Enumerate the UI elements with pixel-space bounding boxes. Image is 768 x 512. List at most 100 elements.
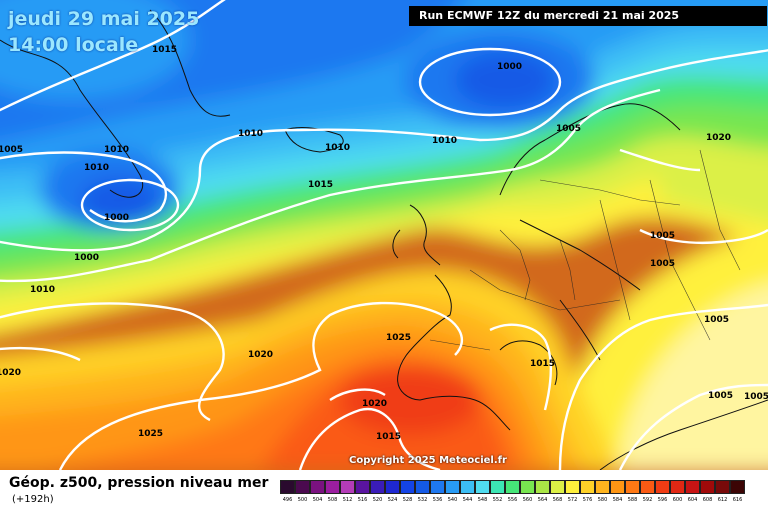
- copyright-notice: Copyright 2025 Meteociel.fr: [349, 455, 507, 466]
- color-scale-legend: 496 500 504 508 512 516 520 524 528 532 536 540 544 5…: [280, 480, 746, 505]
- legend-value: 608: [702, 497, 713, 503]
- legend-value: 508: [327, 497, 338, 503]
- legend-value: 580: [597, 497, 608, 503]
- legend-swatch: [580, 480, 595, 494]
- legend-swatch: [325, 480, 340, 494]
- model-run-label: Run ECMWF 12Z du mercredi 21 mai 2025: [409, 6, 767, 26]
- legend-swatch: [505, 480, 520, 494]
- legend-swatch: [610, 480, 625, 494]
- field-title: Géop. z500, pression niveau mer: [9, 475, 269, 491]
- legend-value: 532: [417, 497, 428, 503]
- isobar-label: 1005: [708, 391, 733, 401]
- legend-swatch: [370, 480, 385, 494]
- isobar-label: 1005: [650, 231, 675, 241]
- legend-swatch: [655, 480, 670, 494]
- country-borders: [429, 149, 741, 351]
- isobar-label: 1010: [84, 163, 109, 173]
- legend-value: 552: [492, 497, 503, 503]
- isobar-label: 1020: [248, 350, 273, 360]
- isobar-label: 1010: [432, 136, 457, 146]
- legend-value: 536: [432, 497, 443, 503]
- legend-value: 540: [447, 497, 458, 503]
- isobar-label: 1020: [706, 133, 731, 143]
- isobar-label: 1000: [497, 62, 522, 72]
- legend-swatch: [475, 480, 490, 494]
- legend-value: 572: [567, 497, 578, 503]
- isobar-label: 1025: [386, 333, 411, 343]
- isobar-label: 1015: [308, 180, 333, 190]
- isobar-label: 1010: [30, 285, 55, 295]
- legend-value: 520: [372, 497, 383, 503]
- legend-value: 588: [627, 497, 638, 503]
- legend-value: 512: [342, 497, 353, 503]
- legend-swatch: [310, 480, 325, 494]
- isobar-label: 1025: [138, 429, 163, 439]
- legend-value: 516: [357, 497, 368, 503]
- legend-swatch: [445, 480, 460, 494]
- isobar-label: 1015: [376, 432, 401, 442]
- isobar-label: 1010: [104, 145, 129, 155]
- legend-value: 500: [297, 497, 308, 503]
- legend-value: 548: [477, 497, 488, 503]
- legend-swatch: [355, 480, 370, 494]
- isobar-label: 1015: [530, 359, 555, 369]
- legend-swatch: [430, 480, 445, 494]
- isobars: [0, 0, 768, 470]
- legend-swatch: [625, 480, 640, 494]
- forecast-hour: (+192h): [12, 494, 54, 505]
- legend-value: 556: [507, 497, 518, 503]
- forecast-time: 14:00 locale: [8, 34, 139, 56]
- isobar-labels: 1015 1010 1005 1010 1000 1000 1010 1010 …: [0, 45, 768, 442]
- isobar-label: 1000: [74, 253, 99, 263]
- legend-value: 568: [552, 497, 563, 503]
- legend-swatch: [400, 480, 415, 494]
- legend-swatch: [550, 480, 565, 494]
- geopotential-field: [0, 0, 768, 470]
- legend-swatch: [685, 480, 700, 494]
- legend-swatch: [385, 480, 400, 494]
- legend-swatch: [535, 480, 550, 494]
- isobar-label: 1020: [0, 368, 21, 378]
- legend-swatch: [490, 480, 505, 494]
- legend-swatch: [565, 480, 580, 494]
- legend-swatch: [460, 480, 475, 494]
- legend-swatch: [730, 480, 745, 494]
- legend-value: 576: [582, 497, 593, 503]
- legend-value: 496: [282, 497, 293, 503]
- weather-map: 1015 1010 1005 1010 1000 1000 1010 1010 …: [0, 0, 768, 470]
- legend-swatch: [595, 480, 610, 494]
- coastlines: [0, 9, 768, 470]
- legend-swatch: [415, 480, 430, 494]
- legend-value: 592: [642, 497, 653, 503]
- isobar-label: 1005: [744, 392, 768, 402]
- legend-swatch: [340, 480, 355, 494]
- legend-value: 560: [522, 497, 533, 503]
- legend-swatch: [280, 480, 295, 494]
- isobar-label: 1005: [556, 124, 581, 134]
- map-footer: Géop. z500, pression niveau mer (+192h) …: [0, 470, 768, 512]
- legend-swatch: [295, 480, 310, 494]
- isobar-label: 1005: [704, 315, 729, 325]
- isobar-label: 1020: [362, 399, 387, 409]
- isobar-label: 1005: [650, 259, 675, 269]
- legend-value: 616: [732, 497, 743, 503]
- legend-swatch: [520, 480, 535, 494]
- isobar-label: 1010: [325, 143, 350, 153]
- legend-value: 584: [612, 497, 623, 503]
- isobar-label: 1005: [0, 145, 23, 155]
- legend-value: 612: [717, 497, 728, 503]
- legend-swatch: [670, 480, 685, 494]
- legend-value: 504: [312, 497, 323, 503]
- isobar-label: 1000: [104, 213, 129, 223]
- isobar-label: 1010: [238, 129, 263, 139]
- legend-value: 528: [402, 497, 413, 503]
- legend-swatch: [700, 480, 715, 494]
- legend-value: 596: [657, 497, 668, 503]
- map-canvas: 1015 1010 1005 1010 1000 1000 1010 1010 …: [0, 0, 768, 470]
- forecast-date: jeudi 29 mai 2025: [8, 8, 200, 30]
- isobar-label: 1015: [152, 45, 177, 55]
- legend-value: 604: [687, 497, 698, 503]
- legend-value: 524: [387, 497, 398, 503]
- legend-swatch: [715, 480, 730, 494]
- legend-value: 600: [672, 497, 683, 503]
